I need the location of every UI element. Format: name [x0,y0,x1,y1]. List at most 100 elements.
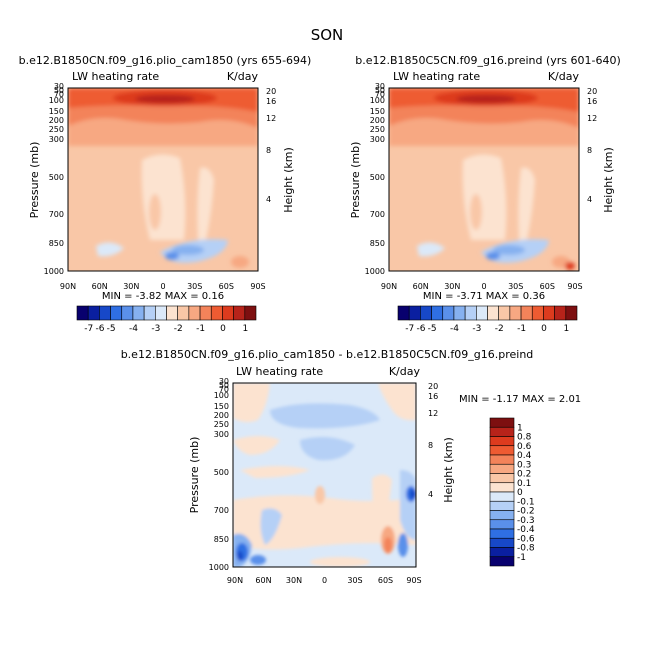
colorbar-label: -6 [96,324,105,334]
colorbar-label: -6 [417,324,426,334]
height-tick-label: 16 [587,97,597,106]
x-tick-label: 60S [540,282,555,291]
colorbar-swatch [155,305,167,321]
panel-b-ylabel: Pressure (mb) [349,142,362,219]
panel-a-x-ticks: 90N 60N 30N 0 30S 60S 90S [60,282,266,291]
y-tick-label: 300 [49,135,64,144]
height-tick-label: 12 [266,114,276,123]
y-tick-label: 30 [375,82,385,91]
y-tick-label: 100 [214,391,229,400]
panel-b-plot-frame [388,87,580,272]
colorbar-swatch [420,305,432,321]
panel-c-y-ticks: 1000 850 700 500 300 250 200 150 100 70 … [209,377,229,572]
x-tick-label: 90N [60,282,76,291]
colorbar-swatch [565,305,578,321]
y-tick-label: 50 [375,86,385,95]
colorbar-swatch [489,537,515,548]
panel-b-min-max: MIN = -3.71 MAX = 0.36 [423,291,545,302]
colorbar-label: -3 [151,324,160,334]
x-tick-label: 60N [255,576,271,585]
colorbar-label: 0 [220,324,226,334]
y-tick-label: 70 [219,385,229,394]
colorbar-swatch [489,417,515,428]
figure-title: SON [311,26,344,44]
height-tick-label: 12 [428,409,438,418]
colorbar-label: -1 [196,324,205,334]
height-tick-label: 20 [428,382,438,391]
colorbar-label: -2 [495,324,504,334]
panel-b-ylabel-right: Height (km) [602,147,615,213]
y-tick-label: 1000 [44,267,64,276]
y-tick-label: 500 [49,173,64,182]
panel-c-variable-label: LW heating rate [236,365,323,378]
panel-a-right-ticks: 4 8 12 16 20 [266,87,276,204]
height-tick-label: 16 [428,392,438,401]
panel-a-min-max: MIN = -3.82 MAX = 0.16 [102,291,224,302]
y-tick-label: 500 [214,468,229,477]
y-tick-label: 250 [370,125,385,134]
panel-a-title: b.e12.B1850CN.f09_g16.plio_cam1850 (yrs … [19,54,312,67]
colorbar-swatch [397,305,410,321]
colorbar-label: 0.6 [517,442,532,452]
colorbar-label: 1 [564,324,570,334]
height-tick-label: 4 [587,195,592,204]
panel-c-plot-frame [232,382,417,568]
panel-b-contour-field [389,88,579,271]
colorbar-swatch [489,491,515,502]
colorbar-label: -3 [472,324,481,334]
colorbar-swatch [244,305,257,321]
panel-b-title: b.e12.B1850C5CN.f09_g16.preind (yrs 601-… [355,54,621,67]
height-tick-label: 20 [587,87,597,96]
colorbar-label: 0.4 [517,451,532,461]
colorbar-label: 0.1 [517,479,531,489]
colorbar-label: -7 [84,324,93,334]
colorbar-label: 1 [517,423,523,433]
panel-a-ylabel-right: Height (km) [282,147,295,213]
y-tick-label: 250 [49,125,64,134]
colorbar-swatch [489,556,515,567]
colorbar-swatch [143,305,156,321]
panel-a-contour-field [68,88,258,271]
panel-c-colorbar [489,417,515,567]
panel-a-colorbar-labels: -7 -6 -5 -4 -3 -2 -1 0 1 [84,324,248,334]
colorbar-swatch [408,305,421,321]
y-tick-label: 850 [214,535,229,544]
x-tick-label: 30S [508,282,523,291]
y-tick-label: 150 [214,402,229,411]
panel-b-colorbar-labels: -7 -6 -5 -4 -3 -2 -1 0 1 [405,324,569,334]
panel-a: b.e12.B1850CN.f09_g16.plio_cam1850 (yrs … [19,54,312,334]
colorbar-swatch [210,305,223,321]
colorbar-label: -1 [517,324,526,334]
colorbar-swatch [520,305,533,321]
colorbar-swatch [121,305,134,321]
colorbar-label: 0 [517,488,523,498]
panel-a-colorbar [76,305,257,321]
panel-c-ylabel: Pressure (mb) [188,437,201,514]
x-tick-label: 30N [286,576,302,585]
panel-a-units-label: K/day [227,70,259,83]
panel-c-ylabel-right: Height (km) [442,437,455,503]
colorbar-label: -1 [517,553,526,563]
panel-b-units-label: K/day [548,70,580,83]
x-tick-label: 0 [160,282,165,291]
y-tick-label: 1000 [209,563,229,572]
y-tick-label: 1000 [365,267,385,276]
colorbar-swatch [132,305,145,321]
height-tick-label: 4 [428,490,433,499]
colorbar-swatch [453,305,466,321]
colorbar-swatch [222,305,234,321]
y-tick-label: 100 [49,96,64,105]
panel-b-variable-label: LW heating rate [393,70,480,83]
y-tick-label: 200 [370,116,385,125]
colorbar-swatch [188,305,201,321]
y-tick-label: 30 [219,377,229,386]
colorbar-swatch [489,454,515,465]
y-tick-label: 200 [214,411,229,420]
panel-c-x-ticks: 90N 60N 30N 0 30S 60S 90S [227,576,422,585]
colorbar-label: -5 [428,324,437,334]
colorbar-label: 0.8 [517,433,532,443]
y-tick-label: 150 [49,107,64,116]
colorbar-label: 0.2 [517,470,531,480]
colorbar-swatch [489,436,515,447]
colorbar-label: 0.3 [517,460,531,470]
